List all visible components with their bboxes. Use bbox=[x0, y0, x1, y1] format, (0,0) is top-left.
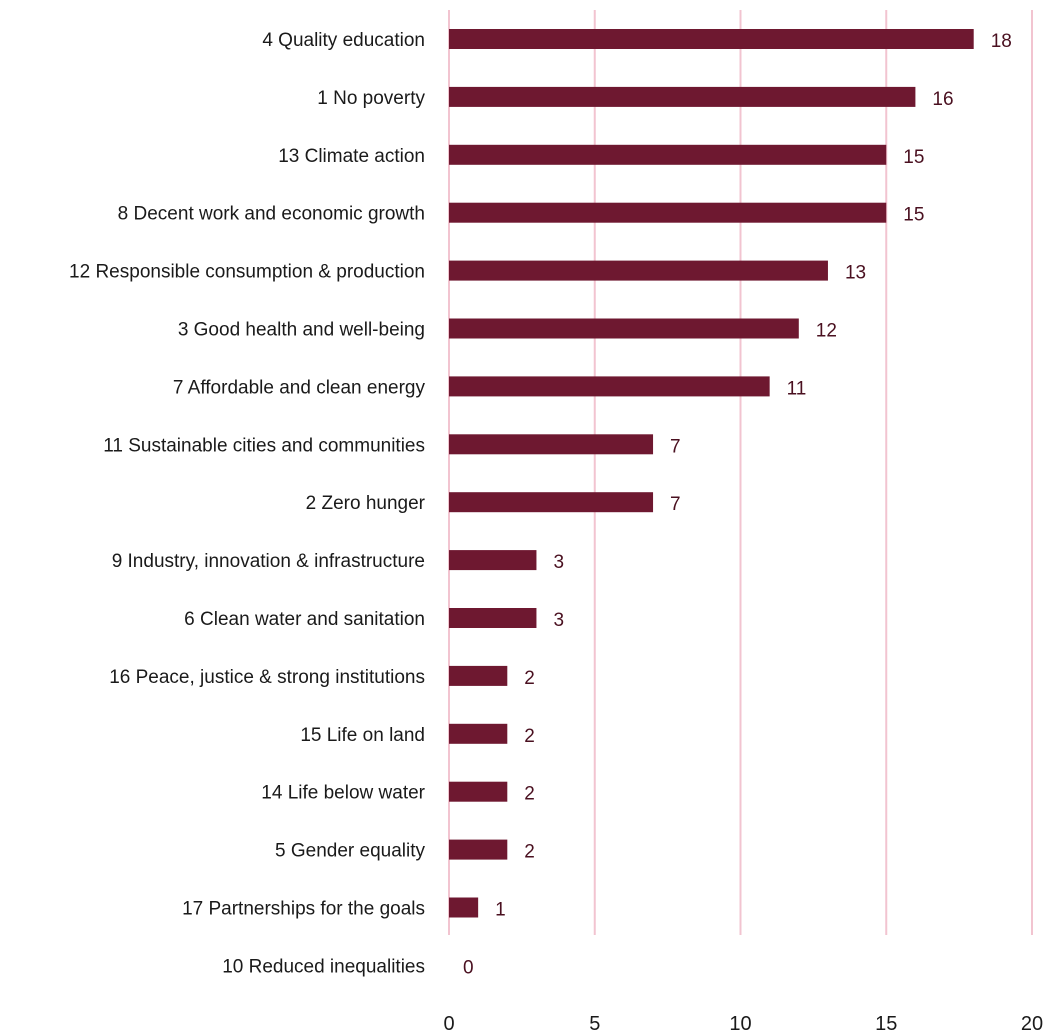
value-label: 3 bbox=[553, 610, 564, 631]
value-label: 0 bbox=[463, 957, 474, 978]
value-label: 16 bbox=[932, 89, 953, 110]
category-label: 7 Affordable and clean energy bbox=[173, 377, 426, 398]
category-label: 17 Partnerships for the goals bbox=[182, 899, 425, 920]
bar bbox=[449, 202, 887, 223]
x-tick-label: 5 bbox=[589, 1013, 600, 1035]
bar bbox=[449, 839, 508, 860]
value-label: 7 bbox=[670, 436, 681, 457]
category-label: 13 Climate action bbox=[278, 146, 425, 167]
x-axis-tick-labels: 0 5 10 15 20 bbox=[443, 1013, 1043, 1035]
category-label: 4 Quality education bbox=[262, 30, 425, 51]
bar bbox=[449, 665, 508, 686]
value-label: 2 bbox=[524, 726, 535, 747]
bar bbox=[449, 608, 537, 628]
bar bbox=[449, 86, 916, 107]
bar bbox=[449, 897, 479, 918]
category-label: 16 Peace, justice & strong institutions bbox=[109, 667, 425, 688]
category-label: 5 Gender equality bbox=[275, 841, 425, 862]
bar bbox=[449, 260, 828, 281]
value-label: 2 bbox=[524, 668, 535, 689]
bar bbox=[449, 144, 887, 165]
value-label: 15 bbox=[903, 205, 924, 226]
value-labels: 18 16 15 15 13 12 11 7 7 3 3 2 2 2 2 1 0 bbox=[463, 31, 1012, 978]
category-label: 11 Sustainable cities and communities bbox=[103, 435, 425, 456]
category-label: 8 Decent work and economic growth bbox=[118, 204, 425, 225]
x-tick-label: 15 bbox=[875, 1013, 897, 1035]
value-label: 18 bbox=[991, 31, 1012, 52]
x-tick-label: 0 bbox=[443, 1013, 454, 1035]
value-label: 13 bbox=[845, 263, 866, 284]
category-label: 3 Good health and well-being bbox=[178, 320, 425, 341]
bar bbox=[449, 434, 654, 455]
value-label: 7 bbox=[670, 494, 681, 515]
value-label: 3 bbox=[553, 552, 564, 573]
bars bbox=[449, 29, 974, 918]
category-label: 2 Zero hunger bbox=[306, 493, 426, 514]
category-label: 15 Life on land bbox=[300, 725, 425, 746]
bar bbox=[449, 550, 537, 571]
bar bbox=[449, 318, 799, 339]
category-label: 14 Life below water bbox=[261, 783, 425, 804]
value-label: 2 bbox=[524, 784, 535, 805]
bar bbox=[449, 781, 508, 802]
category-labels: 4 Quality education 1 No poverty 13 Climat… bbox=[69, 30, 426, 977]
category-label: 1 No poverty bbox=[317, 88, 425, 109]
bar bbox=[449, 29, 974, 49]
value-label: 11 bbox=[787, 378, 807, 399]
x-tick-label: 20 bbox=[1021, 1013, 1043, 1035]
category-label: 12 Responsible consumption & production bbox=[69, 262, 425, 283]
bar bbox=[449, 376, 770, 397]
bar bbox=[449, 723, 508, 744]
value-label: 2 bbox=[524, 842, 535, 863]
category-label: 10 Reduced inequalities bbox=[222, 956, 425, 977]
value-label: 12 bbox=[816, 321, 837, 342]
x-tick-label: 10 bbox=[729, 1013, 751, 1035]
category-label: 9 Industry, innovation & infrastructure bbox=[112, 551, 425, 572]
value-label: 1 bbox=[495, 900, 506, 921]
value-label: 15 bbox=[903, 147, 924, 168]
bar bbox=[449, 492, 654, 513]
category-label: 6 Clean water and sanitation bbox=[184, 609, 425, 630]
